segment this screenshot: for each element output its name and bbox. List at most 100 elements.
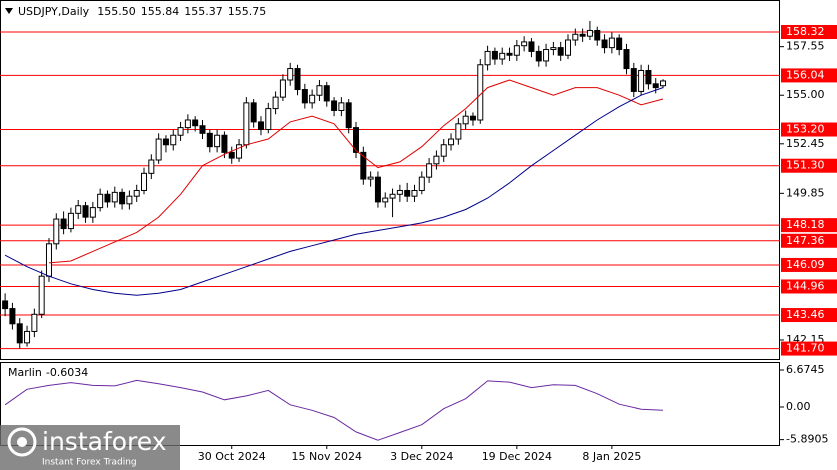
- candle-body: [543, 49, 550, 62]
- y-tick-label: 0.00: [786, 400, 811, 413]
- x-tick-label: 8 Jan 2025: [582, 450, 641, 463]
- candle-body: [418, 176, 425, 191]
- candle-body: [594, 29, 601, 41]
- candle-body: [491, 50, 498, 60]
- candle-body: [31, 313, 38, 332]
- close-value: 155.75: [228, 5, 267, 18]
- level-label: 148.18: [786, 218, 825, 231]
- candle-body: [170, 134, 177, 146]
- level-label: 147.36: [786, 234, 825, 247]
- level-label-box: [781, 68, 837, 83]
- candle-body: [309, 94, 316, 104]
- candle-body: [331, 100, 338, 111]
- candle-body: [250, 102, 257, 123]
- candle-body: [645, 69, 652, 85]
- level-label: 141.70: [786, 342, 825, 355]
- candle-body: [301, 89, 308, 104]
- logo-icon: [7, 427, 37, 457]
- candle-body: [75, 205, 82, 214]
- candle-body: [506, 52, 513, 56]
- candle-body: [148, 159, 155, 174]
- candle-body: [521, 41, 528, 47]
- candle-body: [272, 96, 279, 110]
- candle-body: [82, 205, 89, 218]
- indicator-line: [4, 379, 664, 441]
- candle-body: [484, 50, 491, 66]
- level-label-box: [781, 122, 837, 137]
- indicator-label: Marlin -0.6034: [8, 366, 88, 379]
- candle-body: [206, 132, 213, 148]
- candle-body: [579, 33, 586, 37]
- x-tick-label: 3 Dec 2024: [390, 450, 453, 463]
- candle-body: [360, 151, 367, 180]
- candle-body: [382, 197, 389, 203]
- symbol: USDJPY,Daily: [18, 5, 90, 18]
- level-label-box: [781, 308, 837, 323]
- y-tick-label: 149.85: [786, 186, 825, 199]
- candle-body: [133, 189, 140, 197]
- logo-icon-core: [17, 437, 27, 447]
- level-label: 144.96: [786, 279, 825, 292]
- overlay: USDJPY,Daily 155.50 155.84 155.37 155.75 Mar…: [0, 5, 837, 470]
- candle-body: [404, 189, 411, 197]
- candle-body: [440, 144, 447, 157]
- level-label: 153.20: [786, 123, 825, 136]
- candle-body: [345, 102, 352, 129]
- indicator-line: [4, 87, 664, 296]
- logo: instaforex Instant Forex Trading: [0, 425, 180, 470]
- candle-body: [67, 212, 74, 230]
- candle-body: [323, 85, 330, 102]
- candle-body: [214, 134, 221, 148]
- candle-body: [9, 308, 16, 325]
- candle-body: [528, 41, 535, 52]
- candle-body: [448, 138, 455, 146]
- chart-title: USDJPY,Daily 155.50 155.84 155.37 155.75: [18, 5, 266, 18]
- candle-body: [535, 50, 542, 62]
- candle-body: [111, 191, 118, 203]
- y-tick-label: 6.6745: [786, 363, 825, 376]
- candle-body: [652, 83, 659, 89]
- x-tick-label: 15 Nov 2024: [292, 450, 362, 463]
- level-label: 158.32: [786, 25, 825, 38]
- candle-body: [616, 37, 623, 51]
- candle-body: [462, 115, 469, 125]
- candle-body: [396, 189, 403, 195]
- candle-body: [455, 123, 462, 140]
- candle-body: [469, 115, 476, 121]
- candle-body: [141, 172, 148, 191]
- candle-body: [433, 155, 440, 165]
- candle-body: [550, 47, 557, 51]
- candle-body: [24, 330, 31, 344]
- candle-body: [294, 68, 301, 91]
- candle-body: [513, 45, 520, 56]
- brand: instaforex: [42, 427, 167, 456]
- level-label-box: [781, 158, 837, 173]
- candle-body: [279, 79, 286, 98]
- candle-body: [236, 144, 243, 159]
- low-value: 155.37: [184, 5, 223, 18]
- candle-body: [228, 151, 235, 159]
- level-label-box: [781, 25, 837, 39]
- candle-body: [338, 102, 345, 111]
- candle-body: [426, 163, 433, 178]
- candle-body: [221, 134, 228, 153]
- candle-body: [162, 138, 169, 146]
- main-frame: [0, 0, 780, 360]
- candle-body: [265, 108, 272, 131]
- level-label: 151.30: [786, 159, 825, 172]
- indicator-name: Marlin: [8, 366, 42, 379]
- candle-body: [608, 37, 615, 49]
- candle-body: [623, 49, 630, 70]
- candle-body: [586, 29, 593, 37]
- high-value: 155.84: [141, 5, 180, 18]
- y-tick-label: 157.55: [786, 40, 825, 53]
- candle-body: [155, 138, 162, 161]
- plot: 157.55155.00152.45149.85142.156.67450.00…: [0, 20, 828, 463]
- candle-body: [630, 68, 637, 92]
- candle-body: [601, 39, 608, 49]
- level-label-box: [781, 257, 837, 272]
- candle-body: [53, 218, 60, 245]
- level-label-box: [781, 279, 837, 294]
